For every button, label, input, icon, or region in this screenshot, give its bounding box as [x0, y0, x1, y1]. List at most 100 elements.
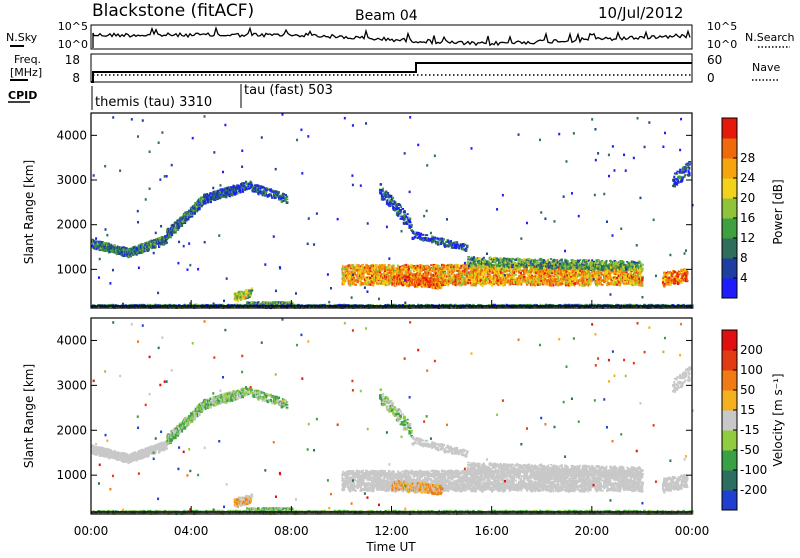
power-echo-cell — [552, 284, 554, 287]
power-echo-cell — [394, 201, 396, 203]
nave-tick-bottom: 0 — [707, 71, 715, 85]
power-echo-cell — [531, 275, 533, 277]
power-echo-cell — [443, 238, 445, 240]
power-echo-cell — [489, 273, 491, 275]
power-echo-cell — [253, 191, 255, 193]
power-echo-cell — [239, 191, 241, 194]
power-echo-cell — [271, 197, 273, 199]
power-echo-cell — [504, 284, 506, 286]
nsky-tick-bottom: 10^0 — [58, 38, 88, 51]
power-echo-cell — [481, 269, 483, 271]
power-echo-cell — [484, 273, 486, 275]
power-echo-cell — [240, 291, 242, 293]
power-echo-cell — [418, 268, 420, 270]
power-echo-cell — [350, 283, 352, 286]
freq-panel — [91, 54, 692, 82]
power-echo-cell — [188, 210, 190, 213]
power-heatmap-layer — [91, 113, 694, 309]
power-echo-cell — [344, 280, 347, 283]
nsearch-tick-bottom: 10^0 — [707, 38, 737, 51]
power-echo-cell — [601, 284, 603, 286]
nave-label: Nave — [752, 61, 780, 74]
power-echo-cell — [437, 241, 439, 244]
power-echo-cell — [599, 276, 601, 279]
power-echo-cell — [586, 274, 588, 276]
power-echo-cell — [353, 276, 355, 279]
power-echo-cell — [422, 234, 424, 236]
power-echo-cell — [395, 207, 398, 209]
power-echo-cell — [465, 249, 467, 251]
power-echo-cell — [405, 218, 407, 220]
nsky-panel — [91, 25, 692, 49]
power-echo-cell — [286, 196, 289, 198]
power-echo-cell — [458, 275, 460, 278]
freq-trace — [91, 63, 692, 82]
nave-tick-top: 60 — [707, 53, 722, 67]
power-echo-cell — [482, 284, 484, 287]
power-echo-cell — [409, 217, 411, 219]
power-echo-cell — [438, 265, 440, 267]
freq-label-1: Freq. — [14, 53, 41, 66]
power-echo-cell — [185, 218, 187, 221]
power-echo-cell — [590, 282, 592, 285]
power-echo-cell — [641, 277, 643, 280]
power-echo-cell — [393, 266, 395, 269]
nsky-trace — [93, 28, 690, 48]
date-title: 10/Jul/2012 — [598, 4, 683, 22]
power-echo-cell — [392, 197, 394, 200]
power-echo-cell — [407, 213, 409, 215]
power-echo-cell — [407, 217, 409, 219]
power-echo-cell — [551, 272, 553, 274]
power-echo-cell — [447, 272, 449, 275]
nsearch-tick-top: 10^5 — [707, 20, 737, 33]
power-echo-cell — [448, 264, 451, 266]
power-echo-cell — [175, 228, 177, 231]
power-echo-cell — [370, 283, 372, 285]
power-echo-cell — [342, 265, 344, 268]
power-echo-cell — [583, 271, 585, 273]
power-echo-cell — [574, 282, 576, 285]
power-echo-cell — [388, 264, 390, 266]
power-echo-cell — [402, 208, 405, 210]
power-echo-cell — [460, 243, 462, 245]
power-echo-cell — [463, 274, 465, 276]
power-echo-cell — [573, 274, 575, 277]
power-echo-cell — [227, 186, 229, 188]
power-echo-cell — [250, 292, 252, 295]
power-echo-cell — [491, 284, 493, 287]
power-echo-cell — [385, 191, 387, 194]
power-echo-cell — [417, 270, 419, 272]
power-echo-cell — [614, 281, 616, 283]
power-echo-cell — [382, 188, 384, 190]
power-echo-cell — [450, 279, 452, 281]
power-echo-cell — [270, 195, 272, 197]
power-echo-cell — [277, 191, 280, 194]
power-echo-cell — [380, 183, 382, 186]
power-echo-cell — [539, 283, 542, 286]
power-echo-cell — [411, 225, 413, 228]
power-echo-cell — [514, 271, 516, 274]
power-echo-cell — [499, 275, 501, 278]
freq-label-2: [MHz] — [10, 66, 42, 79]
nsky-tick-top: 10^5 — [58, 20, 88, 33]
power-echo-cell — [398, 204, 401, 206]
power-echo-cell — [222, 189, 224, 191]
power-echo-cell — [514, 274, 517, 276]
power-echo-cell — [251, 289, 254, 291]
power-echo-cell — [470, 284, 473, 287]
power-echo-cell — [207, 201, 209, 203]
power-echo-cell — [400, 206, 402, 208]
power-echo-cell — [114, 244, 116, 246]
power-echo-cell — [361, 264, 364, 266]
power-echo-cell — [165, 239, 167, 242]
power-echo-cell — [155, 245, 157, 248]
beam-title: Beam 04 — [355, 8, 418, 24]
power-echo-cell — [403, 211, 406, 214]
cpid-segment-1: themis (tau) 3310 — [95, 95, 212, 110]
power-echo-cell — [479, 276, 481, 279]
power-echo-cell — [405, 264, 407, 266]
power-echo-cell — [442, 270, 444, 272]
power-echo-cell — [385, 194, 388, 196]
power-echo-cell — [389, 205, 391, 207]
power-echo-cell — [286, 201, 289, 203]
